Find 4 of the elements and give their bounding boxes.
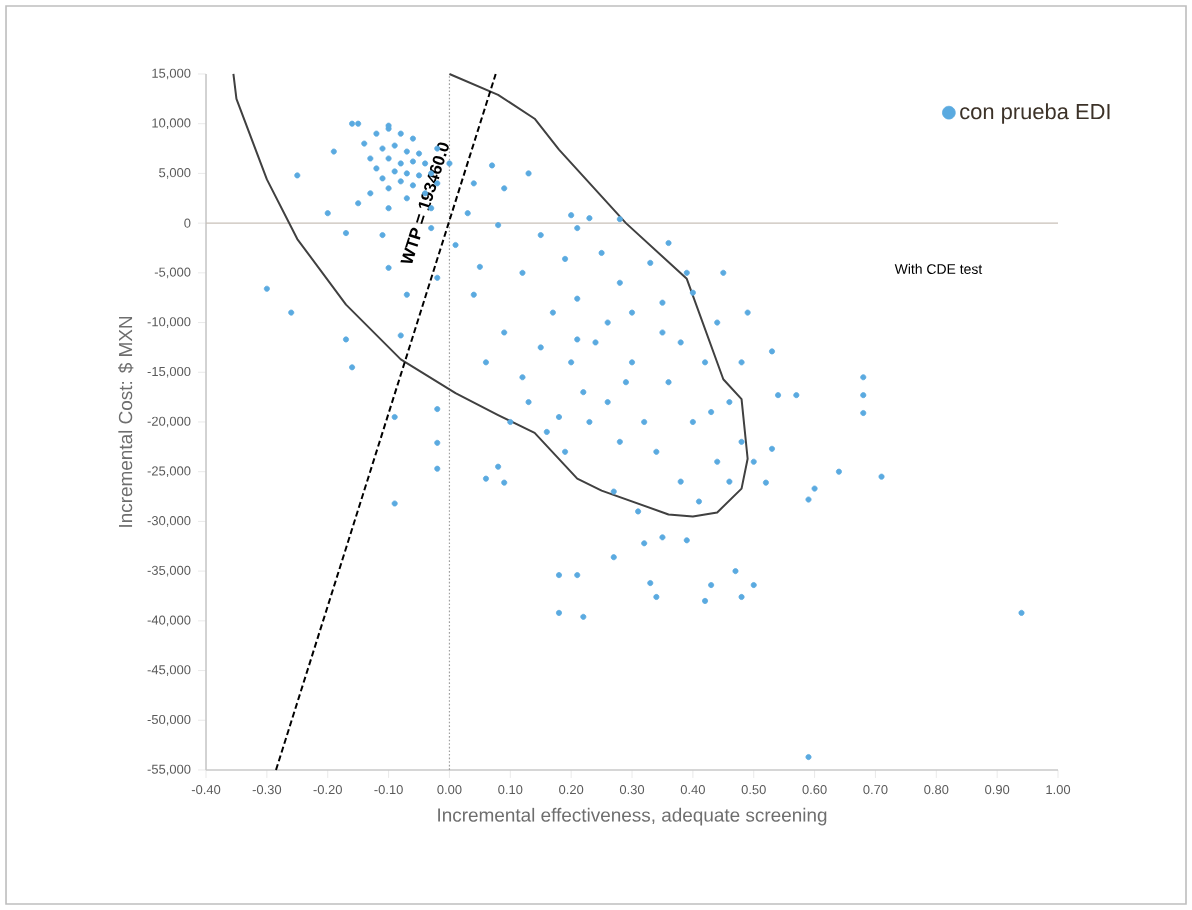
x-axis-title: Incremental effectiveness, adequate screening: [438, 807, 827, 826]
line-series: [232, 72, 749, 518]
legend-label: con prueba EDI: [960, 103, 1110, 124]
y-axis-title: Incremental Cost: $ MXN: [118, 316, 134, 527]
